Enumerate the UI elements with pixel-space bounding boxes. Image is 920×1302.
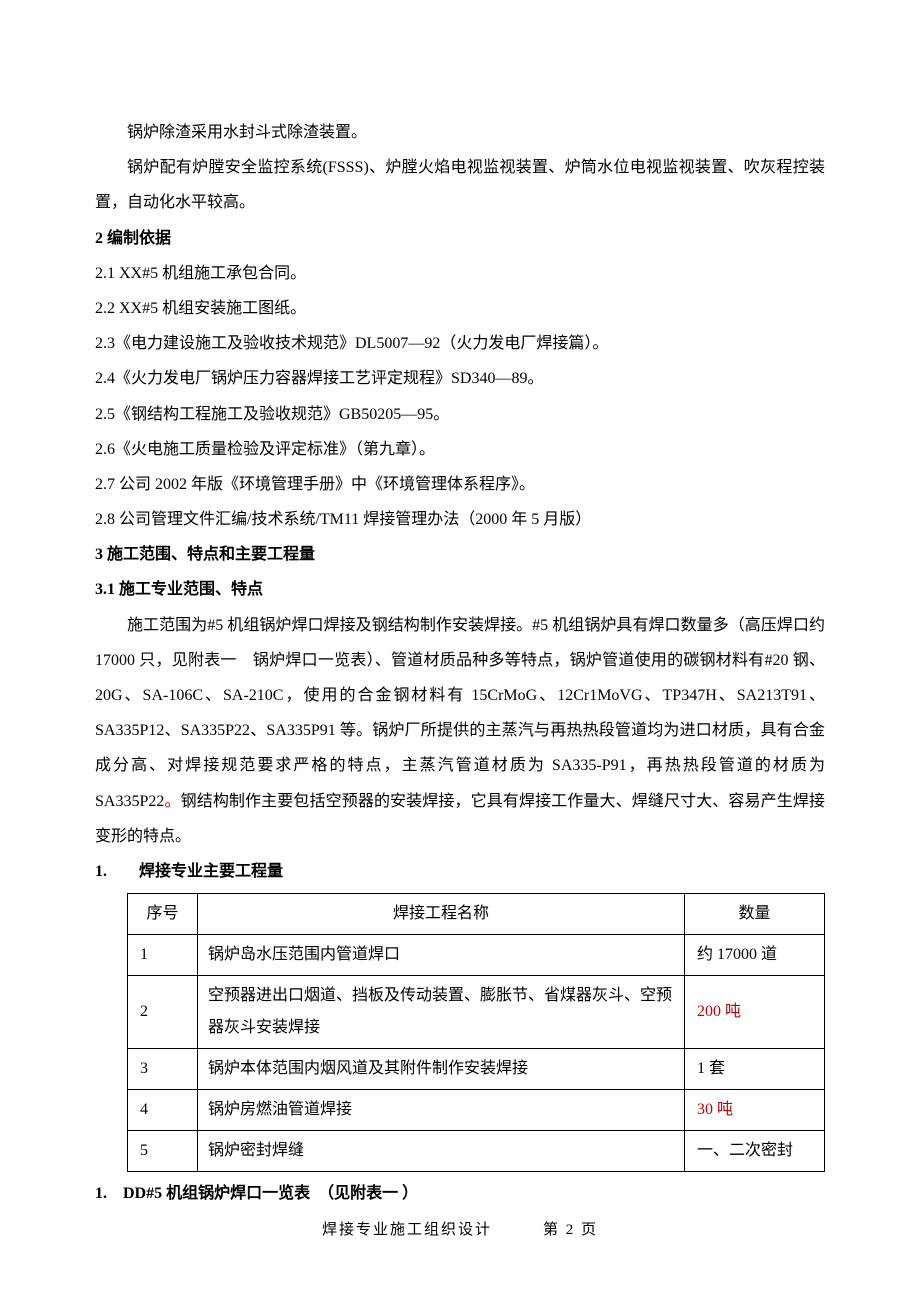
cell-name: 空预器进出口烟道、挡板及传动装置、膨胀节、省煤器灰斗、空预器灰斗安装焊接: [198, 976, 685, 1049]
heading-section-3-1: 3.1 施工专业范围、特点: [95, 572, 825, 607]
cell-qty: 约 17000 道: [685, 935, 825, 976]
paragraph-3-1-body: 施工范围为#5 机组锅炉焊口焊接及钢结构制作安装焊接。#5 机组锅炉具有焊口数量…: [95, 608, 825, 854]
item-2-1: 2.1 XX#5 机组施工承包合同。: [95, 256, 825, 291]
body-text-main: 施工范围为#5 机组锅炉焊口焊接及钢结构制作安装焊接。#5 机组锅炉具有焊口数量…: [95, 617, 825, 810]
heading-section-2: 2 编制依据: [95, 221, 825, 256]
cell-qty: 一、二次密封: [685, 1131, 825, 1172]
cell-qty: 200 吨: [685, 976, 825, 1049]
table-row: 4 锅炉房燃油管道焊接 30 吨: [128, 1090, 825, 1131]
table-row: 2 空预器进出口烟道、挡板及传动装置、膨胀节、省煤器灰斗、空预器灰斗安装焊接 2…: [128, 976, 825, 1049]
cell-seq: 4: [128, 1090, 198, 1131]
item-2-5: 2.5《钢结构工程施工及验收规范》GB50205—95。: [95, 397, 825, 432]
cell-name: 锅炉岛水压范围内管道焊口: [198, 935, 685, 976]
cell-qty: 1 套: [685, 1049, 825, 1090]
item-2-8: 2.8 公司管理文件汇编/技术系统/TM11 焊接管理办法（2000 年 5 月…: [95, 502, 825, 537]
cell-seq: 1: [128, 935, 198, 976]
welding-quantity-table: 序号 焊接工程名称 数量 1 锅炉岛水压范围内管道焊口 约 17000 道 2 …: [127, 893, 825, 1172]
table-header-row: 序号 焊接工程名称 数量: [128, 894, 825, 935]
cell-seq: 5: [128, 1131, 198, 1172]
body-text-tail: 钢结构制作主要包括空预器的安装焊接，它具有焊接工作量大、焊缝尺寸大、容易产生焊接…: [95, 793, 825, 845]
table-row: 1 锅炉岛水压范围内管道焊口 约 17000 道: [128, 935, 825, 976]
header-seq: 序号: [128, 894, 198, 935]
cell-qty: 30 吨: [685, 1090, 825, 1131]
paragraph-slag-removal: 锅炉除渣采用水封斗式除渣装置。: [95, 115, 825, 150]
item-2-3: 2.3《电力建设施工及验收技术规范》DL5007—92（火力发电厂焊接篇）。: [95, 326, 825, 361]
list-item-welding-quantity: 1. 焊接专业主要工程量: [95, 854, 825, 889]
cell-name: 锅炉本体范围内烟风道及其附件制作安装焊接: [198, 1049, 685, 1090]
cell-seq: 2: [128, 976, 198, 1049]
heading-section-3: 3 施工范围、特点和主要工程量: [95, 537, 825, 572]
item-2-2: 2.2 XX#5 机组安装施工图纸。: [95, 291, 825, 326]
list-item-welding-list-ref: 1. DD#5 机组锅炉焊口一览表 （见附表一 ）: [95, 1176, 825, 1211]
table-row: 5 锅炉密封焊缝 一、二次密封: [128, 1131, 825, 1172]
item-2-6: 2.6《火电施工质量检验及评定标准》（第九章）。: [95, 432, 825, 467]
header-qty: 数量: [685, 894, 825, 935]
cell-seq: 3: [128, 1049, 198, 1090]
paragraph-fsss: 锅炉配有炉膛安全监控系统(FSSS)、炉膛火焰电视监视装置、炉筒水位电视监视装置…: [95, 150, 825, 220]
item-2-7: 2.7 公司 2002 年版《环境管理手册》中《环境管理体系程序》。: [95, 467, 825, 502]
header-name: 焊接工程名称: [198, 894, 685, 935]
item-2-4: 2.4《火力发电厂锅炉压力容器焊接工艺评定规程》SD340—89。: [95, 361, 825, 396]
page-footer: 焊接专业施工组织设计 第 2 页: [0, 1214, 920, 1247]
cell-name: 锅炉密封焊缝: [198, 1131, 685, 1172]
cell-name: 锅炉房燃油管道焊接: [198, 1090, 685, 1131]
body-text-red-period: 。: [164, 793, 180, 810]
table-row: 3 锅炉本体范围内烟风道及其附件制作安装焊接 1 套: [128, 1049, 825, 1090]
